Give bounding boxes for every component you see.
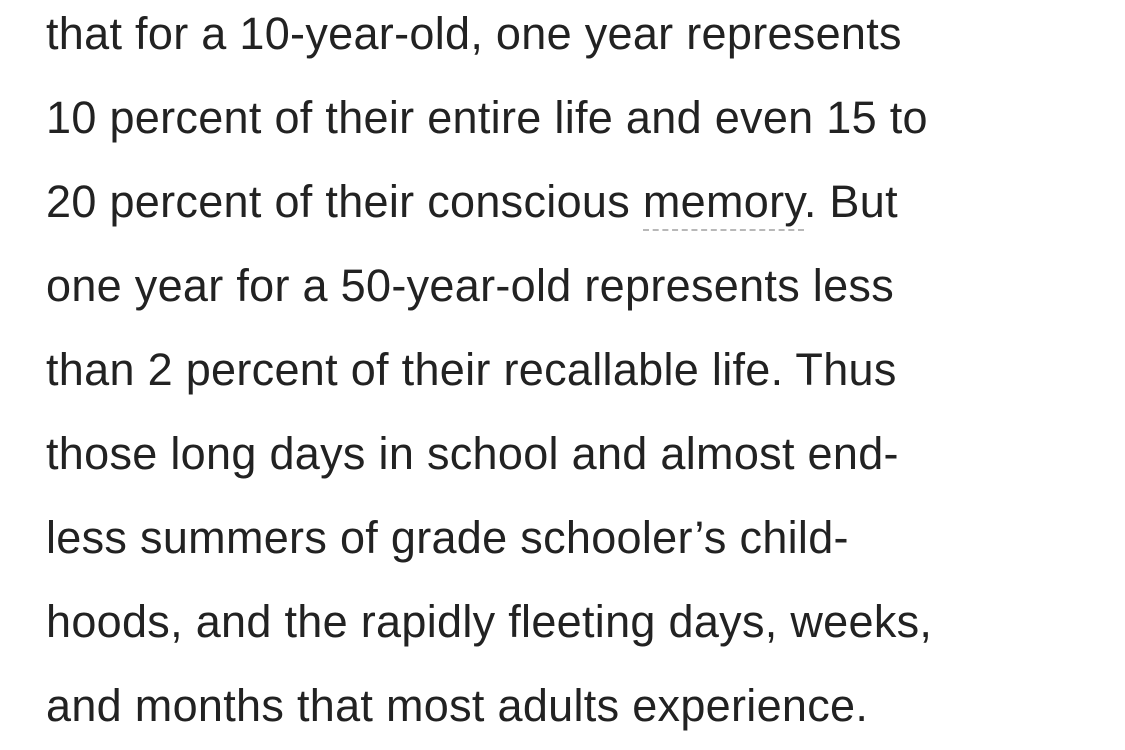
article-body: that for a 10-year-old, one year represe… [46,0,1106,748]
text-segment: 20 percent of their conscious [46,176,643,227]
text-line: than 2 percent of their recallable life.… [46,344,897,395]
memory-term-link[interactable]: memory [642,176,804,231]
text-segment: . But [803,176,898,227]
text-line: one year for a 50-year-old represents le… [46,260,895,311]
text-line: that for a 10-year-old, one year represe… [46,8,902,59]
text-line: less summers of grade schooler’s child- [46,512,849,563]
text-line: those long days in school and almost end… [46,428,899,479]
text-line: hoods, and the rapidly fleeting days, we… [46,596,933,647]
text-line: and months that most adults experience. [46,680,869,731]
text-line: 20 percent of their conscious memory. Bu… [46,160,1106,244]
text-line: 10 percent of their entire life and even… [46,92,928,143]
